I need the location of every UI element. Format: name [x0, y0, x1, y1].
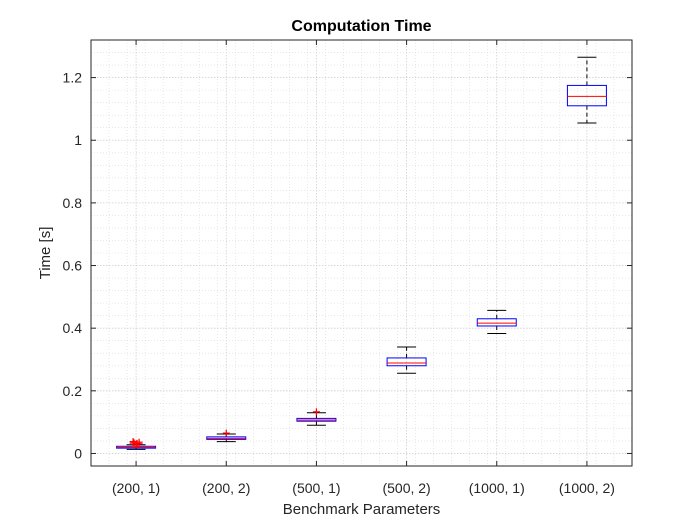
plot-frame — [90, 39, 633, 467]
x-tick-label: (200, 1) — [112, 480, 160, 496]
major-grid — [91, 40, 632, 466]
y-axis-title: Time [s] — [37, 227, 54, 280]
box-6 — [566, 56, 607, 124]
box-iqr — [386, 357, 427, 367]
x-tick-label: (200, 2) — [202, 480, 250, 496]
x-tick-label: (500, 2) — [382, 480, 430, 496]
y-tick-label: 0.8 — [63, 195, 83, 211]
y-tick-label: 0 — [74, 445, 82, 461]
y-tick-label: 0.6 — [63, 258, 83, 274]
y-tick-label: 1 — [74, 132, 82, 148]
boxes-layer — [116, 56, 607, 450]
box-4 — [386, 346, 427, 374]
box-iqr — [566, 84, 607, 107]
box-3 — [296, 408, 337, 426]
box-iqr — [476, 318, 517, 327]
ticks-layer: 0 0.2 0.4 0.6 0.8 1 1.2 (200, 1) (200, 2) (500, 1… — [63, 40, 632, 496]
y-tick-label: 0.2 — [63, 383, 83, 399]
x-tick-label: (500, 1) — [292, 480, 340, 496]
box-1 — [116, 438, 157, 450]
x-tick-label: (1000, 2) — [559, 480, 615, 496]
box-5 — [476, 309, 517, 335]
chart-title: Computation Time — [291, 18, 431, 35]
x-tick-label: (1000, 1) — [469, 480, 525, 496]
x-axis-title: Benchmark Parameters — [283, 501, 441, 518]
y-tick-label: 1.2 — [63, 70, 83, 86]
y-tick-label: 0.4 — [63, 320, 83, 336]
box-2 — [206, 429, 247, 443]
